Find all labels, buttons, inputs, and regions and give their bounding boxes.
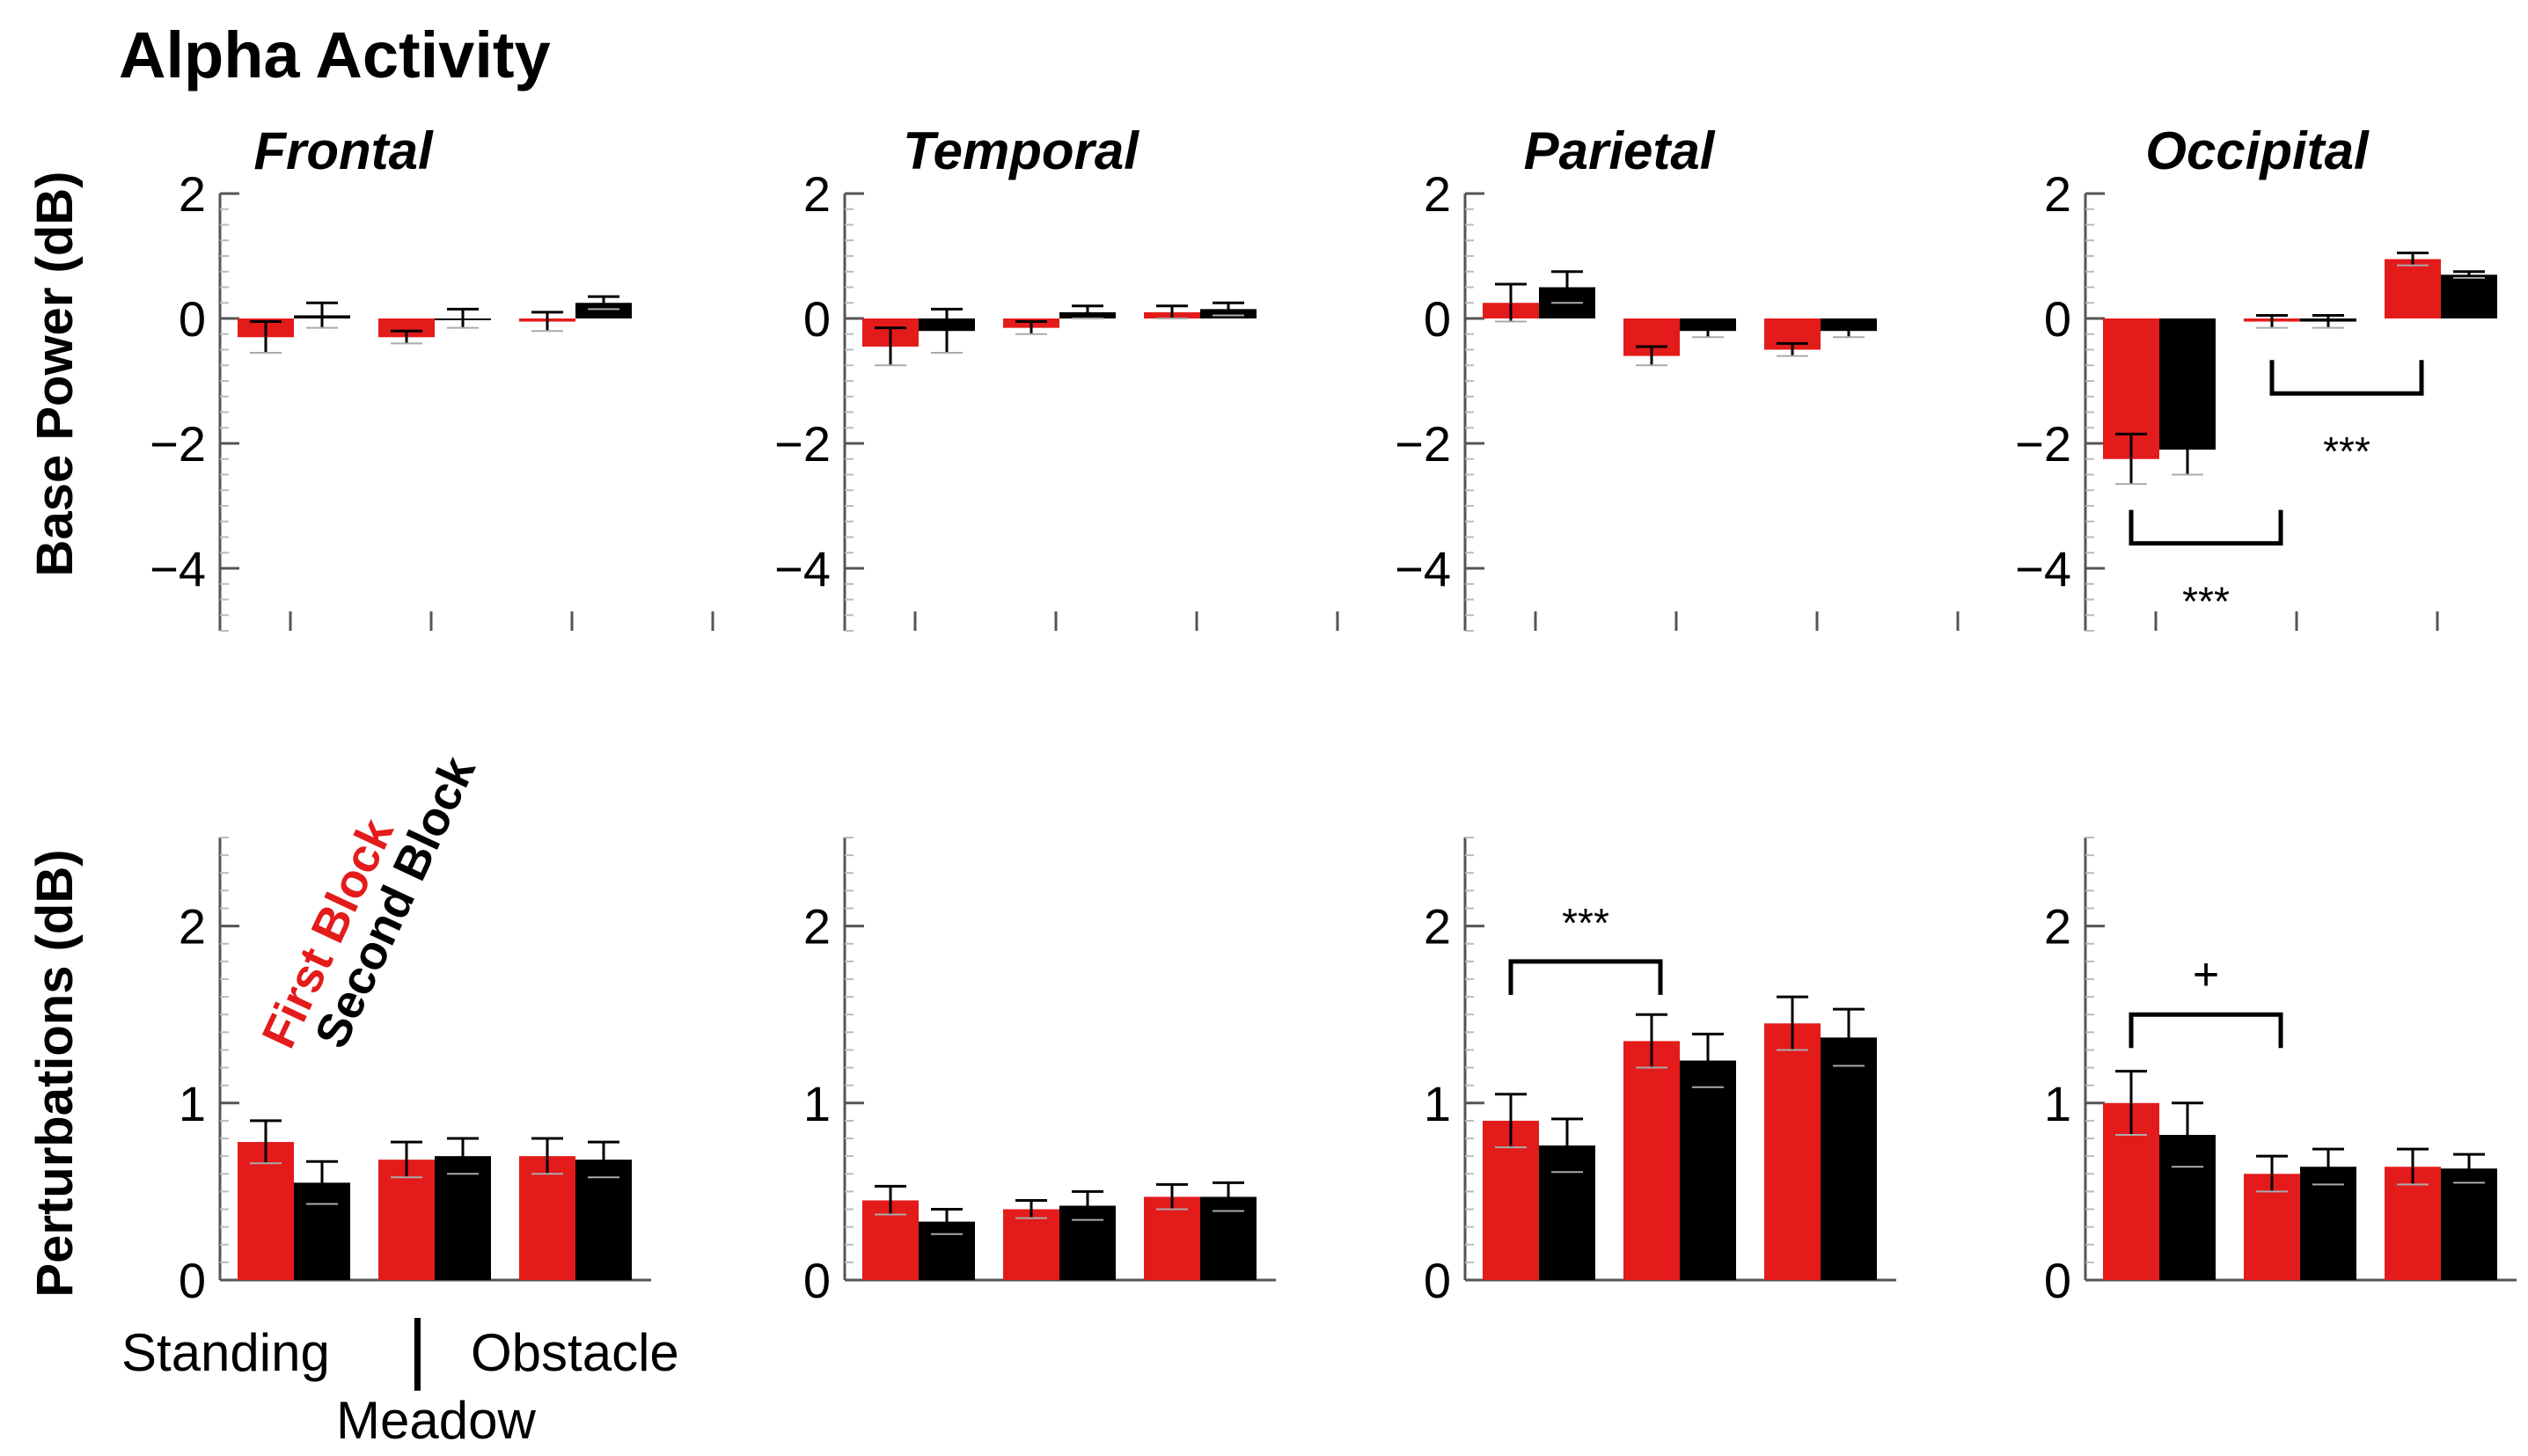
condition-label-obstacle: Obstacle: [471, 1323, 679, 1382]
bar-second-block-obstacle: [2441, 1168, 2497, 1280]
bar-second-block-meadow: [435, 1156, 491, 1280]
panel-title-parietal: Parietal: [1524, 121, 1716, 180]
condition-label-standing: Standing: [121, 1323, 330, 1382]
significance-marker: ***: [2323, 428, 2370, 474]
bar-second-block-obstacle: [575, 1160, 632, 1280]
y-tick-label: 2: [1424, 899, 1451, 955]
y-tick-label: 2: [2044, 166, 2071, 222]
significance-bracket: [2269, 360, 2424, 396]
y-tick-label: −4: [1395, 541, 1451, 596]
bar-first-block-obstacle: [1764, 1023, 1821, 1280]
bar-second-block-meadow: [1680, 1060, 1736, 1280]
bar-first-block-meadow: [378, 1160, 435, 1280]
y-tick-label: −4: [2015, 541, 2071, 596]
panel-temporal-base: Temporal 2 0 −2 −4: [774, 121, 1339, 632]
y-tick-label: 1: [1424, 1076, 1451, 1131]
panel-parietal-base: Parietal 2 0 −2 −4: [1395, 121, 1960, 632]
bar-first-block-meadow: [378, 318, 435, 338]
y-tick-label: 0: [1424, 291, 1451, 347]
y-tick-label: −4: [774, 541, 831, 596]
condition-label-meadow: Meadow: [336, 1391, 536, 1450]
y-tick-label: 0: [179, 291, 206, 347]
panel-title-occipital: Occipital: [2145, 121, 2370, 180]
condition-labels: Standing | Obstacle Meadow: [121, 1304, 679, 1450]
y-tick-label: 0: [1424, 1253, 1451, 1308]
y-tick-label: 2: [179, 899, 206, 955]
y-tick-label: 0: [803, 1253, 831, 1308]
bar-first-block-obstacle: [1144, 1196, 1200, 1280]
bar-first-block-obstacle: [2385, 1167, 2441, 1280]
y-tick-label: 2: [1424, 166, 1451, 222]
y-tick-label: 0: [179, 1253, 206, 1308]
panel-title-temporal: Temporal: [903, 121, 1139, 180]
significance-marker: +: [2193, 949, 2219, 1000]
perturbations-ylabel-text: Perturbations (dB): [26, 849, 84, 1297]
legend: First Block Second Block: [252, 748, 486, 1056]
bar-second-block-meadow: [2300, 1167, 2356, 1280]
y-tick-label: 1: [803, 1076, 831, 1131]
bar-first-block-meadow: [1623, 1041, 1680, 1280]
y-tick-label: −2: [1395, 416, 1451, 472]
y-tick-label: 2: [803, 899, 831, 955]
significance-bracket: [2129, 1012, 2283, 1049]
y-tick-label: −2: [150, 416, 206, 472]
base-power-ylabel-text: Base Power (dB): [26, 172, 84, 577]
condition-separator: |: [407, 1304, 428, 1391]
panel-occipital-pert: 2 1 0 +: [2044, 837, 2517, 1308]
y-tick-label: 0: [2044, 291, 2071, 347]
bar-first-block-meadow: [1003, 1209, 1059, 1280]
y-tick-label: 2: [179, 166, 206, 222]
bar-second-block-obstacle: [1821, 1037, 1877, 1280]
y-tick-label: 0: [803, 291, 831, 347]
bar-first-block-standing: [238, 1142, 294, 1280]
panels: Frontal 2 0 −2 −4 Temporal 2 0 −2 −4 Parietal 2 0 −2 −…: [150, 121, 2517, 1308]
panel-temporal-pert: 2 1 0: [803, 837, 1276, 1308]
bar-first-block-obstacle: [519, 1156, 575, 1280]
y-tick-label: 1: [2044, 1076, 2071, 1131]
y-tick-label: −4: [150, 541, 206, 596]
significance-marker: ***: [2182, 579, 2230, 625]
panel-frontal-base: Frontal 2 0 −2 −4: [150, 121, 714, 632]
y-tick-label: −2: [774, 416, 831, 472]
base-power-ylabel: Base Power (dB): [26, 172, 84, 577]
significance-bracket: [2129, 509, 2283, 546]
y-tick-label: −2: [2015, 416, 2071, 472]
y-tick-label: 1: [179, 1076, 206, 1131]
perturbations-ylabel: Perturbations (dB): [26, 849, 84, 1297]
panel-title-frontal: Frontal: [253, 121, 434, 180]
y-tick-label: 2: [2044, 899, 2071, 955]
figure-title: Alpha Activity: [119, 18, 551, 91]
significance-marker: ***: [1562, 900, 1609, 946]
panel-frontal-pert: 2 1 0: [179, 837, 651, 1308]
y-tick-label: 0: [2044, 1253, 2071, 1308]
bar-second-block-obstacle: [2441, 274, 2497, 318]
panel-parietal-pert: 2 1 0 ***: [1424, 837, 1896, 1308]
panel-occipital-base: Occipital 2 0 −2 −4 *** ***: [2015, 121, 2497, 632]
bar-first-block-obstacle: [2385, 259, 2441, 318]
bar-second-block-obstacle: [575, 303, 632, 318]
significance-bracket: [1508, 959, 1663, 995]
y-tick-label: 2: [803, 166, 831, 222]
